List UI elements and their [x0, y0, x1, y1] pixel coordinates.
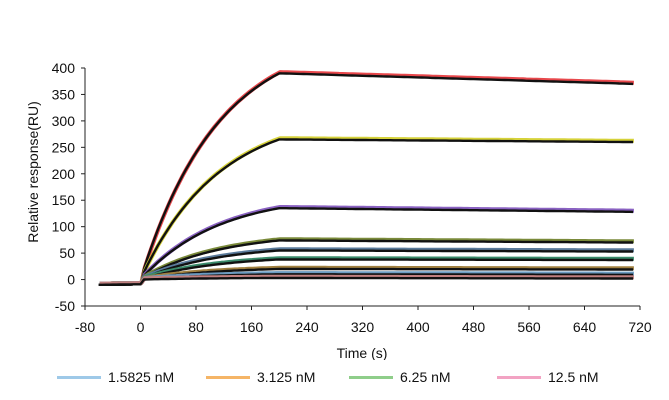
legend-item: 12.5 nM — [497, 366, 599, 388]
series-fit-line — [98, 138, 634, 286]
x-tick-label: 0 — [137, 319, 145, 335]
legend-swatch — [206, 375, 250, 379]
x-tick-label: 400 — [406, 319, 430, 335]
x-tick-label: 720 — [628, 319, 652, 335]
x-tick-label: 560 — [517, 319, 541, 335]
x-tick-label: 80 — [188, 319, 204, 335]
legend-swatch — [497, 375, 541, 379]
series-fit-line — [98, 258, 634, 286]
y-tick-label: 150 — [52, 192, 76, 208]
x-tick-label: 320 — [351, 319, 375, 335]
series-fit-line — [98, 72, 634, 286]
legend-item: 1.5825 nM — [57, 366, 174, 388]
y-tick-label: 0 — [67, 272, 75, 288]
series-fit-line — [98, 276, 634, 286]
y-tick-label: 200 — [52, 166, 76, 182]
x-tick-label: 160 — [240, 319, 264, 335]
x-tick-label: 480 — [462, 319, 486, 335]
y-tick-label: -50 — [55, 298, 75, 314]
legend-label: 3.125 nM — [257, 369, 316, 385]
y-tick-label: 300 — [52, 113, 76, 129]
x-axis-title: Time (s) — [337, 345, 388, 360]
legend-label: 12.5 nM — [548, 369, 599, 385]
y-tick-label: 250 — [52, 139, 76, 155]
x-tick-label: -80 — [75, 319, 95, 335]
legend-item: 3.125 nM — [206, 366, 315, 388]
y-tick-label: 400 — [52, 60, 76, 76]
chart-series — [98, 70, 634, 286]
series-fit-line — [98, 206, 634, 286]
series-fit-line — [98, 249, 634, 286]
legend-swatch — [57, 375, 101, 379]
legend-label: 1.5825 nM — [108, 369, 175, 385]
y-axis-title: Relative response(RU) — [25, 101, 41, 243]
x-tick-label: 640 — [573, 319, 597, 335]
legend-swatch — [349, 375, 393, 379]
legend-label: 6.25 nM — [400, 369, 451, 385]
legend-item: 6.25 nM — [349, 366, 451, 388]
y-tick-label: 100 — [52, 219, 76, 235]
series-fit-line — [98, 239, 634, 286]
sensorgram-chart: -50 0 50 100 150 200 250 300 350 400 -80 0 80 160 240 3… — [25, 60, 652, 360]
y-tick-label: 350 — [52, 86, 76, 102]
x-tick-label: 240 — [295, 319, 319, 335]
chart-axes: -50 0 50 100 150 200 250 300 350 400 -80 0 80 160 240 3… — [52, 60, 652, 335]
chart-legend: 1.5825 nM 3.125 nM 6.25 nM 12.5 nM — [0, 366, 669, 388]
y-tick-label: 50 — [59, 245, 75, 261]
